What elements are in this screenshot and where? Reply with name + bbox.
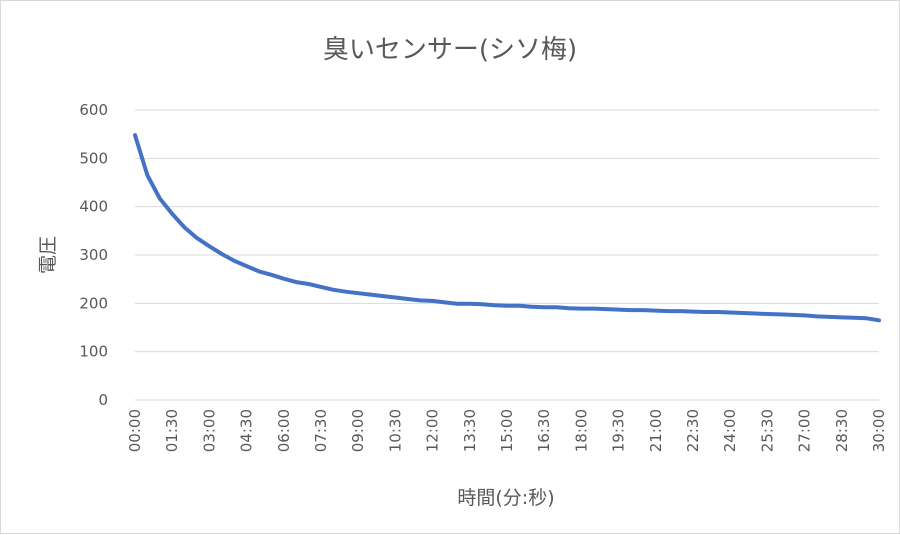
y-tick-label: 0: [98, 391, 108, 409]
x-tick-label: 24:00: [721, 409, 739, 452]
x-tick-label: 03:00: [200, 409, 218, 452]
x-tick-label: 30:00: [870, 409, 888, 452]
x-tick-label: 04:30: [238, 409, 256, 452]
x-tick-label: 27:00: [796, 409, 814, 452]
y-tick-label: 300: [79, 246, 108, 264]
y-tick-label: 600: [79, 101, 108, 119]
series-line-0: [133, 133, 881, 323]
x-tick-label: 22:30: [684, 409, 702, 452]
y-tick-label: 200: [79, 294, 108, 312]
x-tick-label: 19:30: [610, 409, 628, 452]
x-tick-label: 12:00: [424, 409, 442, 452]
x-tick-label: 00:00: [126, 409, 144, 452]
x-tick-label: 15:00: [498, 409, 516, 452]
x-tick-label: 18:00: [572, 409, 590, 452]
x-axis-ticks: 00:00 01:30 03:00 04:30 06:00 07:30 09:00 10:30…: [126, 409, 888, 452]
gridlines: [135, 109, 879, 401]
y-tick-label: 400: [79, 198, 108, 216]
y-axis-title: 電圧: [37, 236, 59, 274]
x-tick-label: 10:30: [386, 409, 404, 452]
x-tick-label: 16:30: [535, 409, 553, 452]
y-axis-ticks: 0 100 200 300 400 500 600: [79, 101, 108, 409]
x-tick-label: 13:30: [461, 409, 479, 452]
x-axis-title: 時間(分:秒): [457, 487, 554, 509]
chart-title: 臭いセンサー(シソ梅): [323, 35, 577, 65]
x-tick-label: 28:30: [833, 409, 851, 452]
x-tick-label: 09:00: [349, 409, 367, 452]
x-tick-label: 06:00: [275, 409, 293, 452]
y-tick-label: 500: [79, 149, 108, 167]
x-tick-label: 07:30: [312, 409, 330, 452]
series-layer: [133, 133, 881, 323]
x-tick-label: 01:30: [163, 409, 181, 452]
y-tick-label: 100: [79, 343, 108, 361]
x-tick-label: 25:30: [758, 409, 776, 452]
x-tick-label: 21:00: [647, 409, 665, 452]
